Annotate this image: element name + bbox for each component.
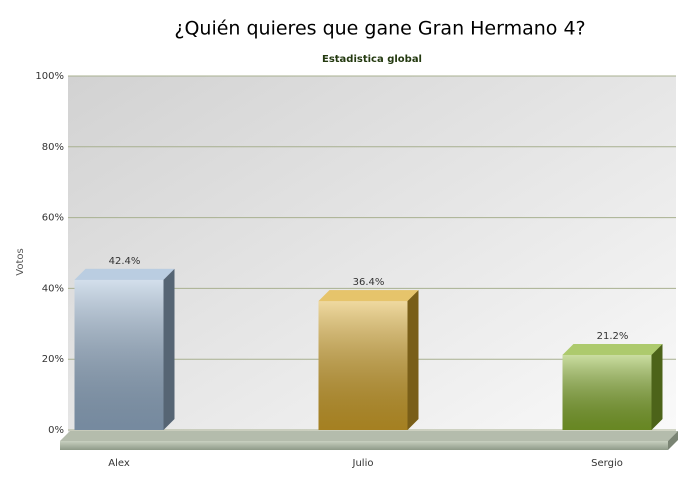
floor-front <box>60 441 668 450</box>
bar-side-shade <box>163 268 175 430</box>
y-tick-label: 100% <box>35 71 64 82</box>
bar-front-shade <box>74 279 164 430</box>
chart-subtitle: Estadistica global <box>322 54 422 65</box>
value-label: 42.4% <box>109 256 141 267</box>
bar <box>318 290 419 430</box>
bar-top <box>562 343 663 355</box>
bar-side <box>651 343 663 430</box>
bar-side <box>407 290 419 430</box>
y-axis-label: Votos <box>15 248 26 275</box>
x-tick-label: Sergio <box>591 458 623 469</box>
bar-top-shade <box>318 290 419 302</box>
bar <box>74 268 175 430</box>
value-label: 36.4% <box>353 277 385 288</box>
floor-side <box>668 431 678 450</box>
value-label: 21.2% <box>597 331 629 342</box>
y-tick-label: 80% <box>42 142 64 153</box>
bar-front-shade <box>318 301 408 430</box>
bar-top-shade <box>74 268 175 280</box>
bar-side <box>163 268 175 430</box>
bar-top-shade <box>562 343 663 355</box>
y-tick-label: 20% <box>42 354 64 365</box>
y-tick-label: 40% <box>42 283 64 294</box>
bar-side-shade <box>407 290 419 430</box>
y-tick-label: 0% <box>48 425 64 436</box>
x-tick-label: Julio <box>352 458 374 469</box>
floor-top <box>60 431 678 441</box>
bar-top <box>318 290 419 302</box>
bar-front-shade <box>562 354 652 430</box>
x-tick-label: Alex <box>108 458 130 469</box>
bar-side-shade <box>651 343 663 430</box>
bar <box>562 343 663 430</box>
chart-title: ¿Quién quieres que gane Gran Hermano 4? <box>174 18 585 40</box>
y-tick-label: 60% <box>42 213 64 224</box>
bar-top <box>74 268 175 280</box>
